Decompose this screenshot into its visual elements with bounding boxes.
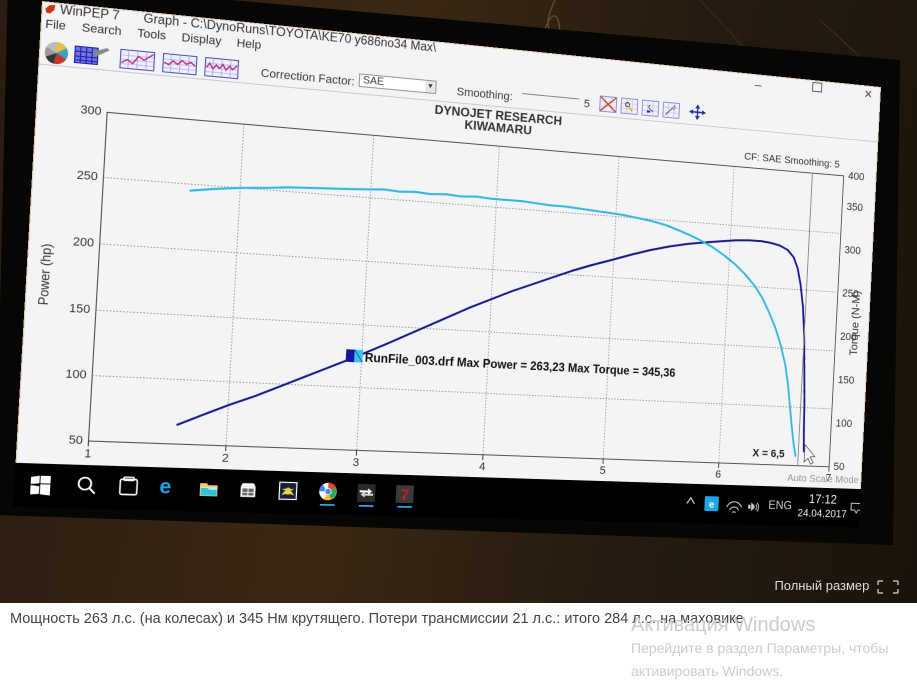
svg-text:4: 4 <box>479 460 486 473</box>
svg-text:ENG: ENG <box>768 498 792 512</box>
svg-text:24.04.2017: 24.04.2017 <box>797 507 847 520</box>
svg-text:e: e <box>159 474 172 498</box>
svg-text:3: 3 <box>352 456 359 469</box>
svg-text:400: 400 <box>848 170 865 183</box>
svg-text:50: 50 <box>833 460 845 472</box>
svg-text:100: 100 <box>65 367 87 381</box>
svg-text:7: 7 <box>400 486 410 504</box>
svg-text:X = 6,5: X = 6,5 <box>752 447 785 460</box>
svg-text:100: 100 <box>835 417 852 430</box>
svg-text:Auto Scale Mode: Auto Scale Mode <box>787 471 859 485</box>
svg-text:CF: SAE Smoothing: 5: CF: SAE Smoothing: 5 <box>744 150 840 170</box>
svg-text:50: 50 <box>68 433 83 447</box>
svg-text:Torque (N-M): Torque (N-M) <box>848 290 863 356</box>
svg-text:350: 350 <box>846 201 863 214</box>
svg-text:150: 150 <box>838 374 855 387</box>
svg-text:17:12: 17:12 <box>809 493 838 507</box>
svg-text:6: 6 <box>715 468 721 480</box>
svg-text:300: 300 <box>80 103 102 118</box>
svg-text:1: 1 <box>84 447 92 461</box>
svg-text:5: 5 <box>599 464 606 477</box>
svg-text:300: 300 <box>844 244 861 257</box>
svg-text:200: 200 <box>73 235 95 250</box>
svg-text:250: 250 <box>76 168 98 183</box>
svg-text:Power (hp): Power (hp) <box>36 243 55 306</box>
svg-text:150: 150 <box>69 301 91 316</box>
svg-text:2: 2 <box>222 451 229 464</box>
svg-text:e: e <box>709 500 715 511</box>
svg-text:RunFile_003.drf Max Power = 26: RunFile_003.drf Max Power = 263,23 Max T… <box>364 351 675 380</box>
